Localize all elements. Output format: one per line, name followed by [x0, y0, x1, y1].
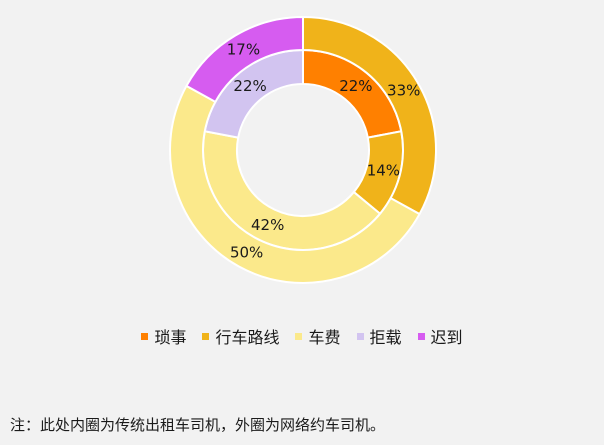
outer-label-车费: 50%: [230, 244, 263, 262]
outer-label-迟到: 17%: [227, 40, 260, 58]
legend-item-行车路线: 行车路线: [202, 324, 279, 348]
double-donut-chart: 22% 14% 42% 22% 33% 50% 17%: [169, 15, 437, 284]
legend-item-迟到: 迟到: [417, 324, 463, 348]
inner-label-琐事: 22%: [339, 77, 372, 95]
outer-ring: [169, 15, 437, 284]
outer-slice-车费: [169, 84, 421, 284]
inner-label-车费: 42%: [251, 216, 284, 234]
legend-item-琐事: 琐事: [141, 324, 186, 348]
legend: 琐事 行车路线 车费 拒载 迟到: [0, 324, 604, 348]
slice-labels: 22% 14% 42% 22% 33% 50% 17%: [227, 40, 421, 261]
footnote: 注：此处内圈为传统出租车司机，外圈为网络约车司机。: [10, 416, 386, 434]
legend-label: 车费: [308, 328, 341, 347]
legend-swatch: [141, 332, 149, 340]
legend-label: 拒载: [369, 328, 402, 347]
inner-label-拒载: 22%: [233, 77, 266, 95]
legend-item-拒载: 拒载: [356, 324, 402, 348]
legend-label: 行车路线: [215, 328, 280, 347]
legend-swatch: [202, 332, 210, 340]
legend-swatch: [417, 332, 425, 340]
legend-label: 琐事: [154, 328, 187, 347]
outer-label-行车路线: 33%: [387, 81, 420, 99]
legend-swatch: [295, 332, 303, 340]
inner-label-行车路线: 14%: [367, 162, 400, 180]
legend-item-车费: 车费: [295, 324, 341, 348]
outer-slice-迟到: [185, 15, 304, 104]
legend-swatch: [356, 332, 364, 340]
legend-label: 迟到: [430, 328, 463, 347]
